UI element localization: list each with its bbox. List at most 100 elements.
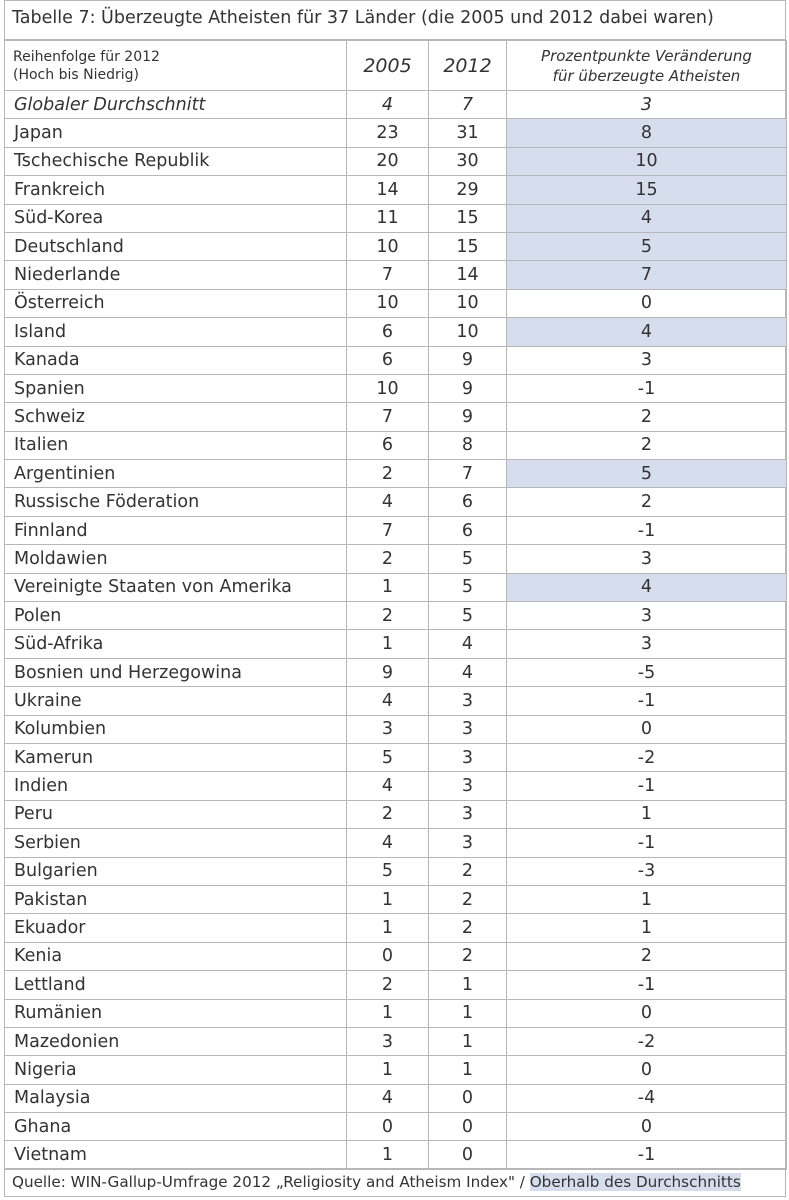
value-2005: 10: [346, 288, 429, 319]
table-row: Pakistan 1 2 1: [4, 884, 787, 915]
table-row: Serbien 4 3 -1: [4, 828, 787, 858]
table-row: Peru 2 3 1: [4, 799, 787, 830]
value-2012: 3: [428, 742, 507, 773]
country-name: Kamerun: [4, 742, 347, 773]
value-2005: 1: [346, 572, 429, 603]
value-2012: 30: [428, 146, 507, 177]
value-2012: 5: [428, 572, 507, 603]
country-name: Ekuador: [4, 913, 347, 943]
country-name: Schweiz: [4, 402, 347, 432]
value-2005: 2: [346, 544, 429, 574]
value-2012: 1: [428, 998, 507, 1028]
value-2012: 15: [428, 231, 507, 262]
table-row: Spanien 10 9 -1: [4, 373, 787, 404]
value-2012: 6: [428, 515, 507, 546]
value-2005: 5: [346, 742, 429, 773]
value-2012: 15: [428, 203, 507, 233]
table-row: Mazedonien 3 1 -2: [4, 1026, 787, 1057]
value-2012: 31: [428, 118, 507, 148]
change-value: 4: [506, 317, 787, 347]
country-name: Frankreich: [4, 175, 347, 205]
value-2005: 2: [346, 799, 429, 830]
value-2012: 5: [428, 544, 507, 574]
country-name: Peru: [4, 799, 347, 830]
legend-above-average: Oberhalb des Durchschnitts: [529, 1173, 741, 1191]
change-value: 3: [506, 601, 787, 631]
country-name: Japan: [4, 118, 347, 148]
header-change-line2: für überzeugte Atheisten: [552, 66, 741, 85]
value-2005: 6: [346, 345, 429, 375]
value-2012: 2: [428, 941, 507, 972]
value-2012: 10: [428, 288, 507, 319]
value-2012: 1: [428, 970, 507, 1000]
average-change: 3: [506, 89, 787, 120]
value-2005: 2: [346, 601, 429, 631]
value-2012: 9: [428, 402, 507, 432]
country-name: Rumänien: [4, 998, 347, 1028]
value-2005: 3: [346, 714, 429, 744]
change-value: 1: [506, 884, 787, 915]
value-2005: 9: [346, 657, 429, 688]
value-2012: 29: [428, 175, 507, 205]
header-2012: 2012: [428, 40, 507, 91]
value-2012: 3: [428, 714, 507, 744]
value-2012: 9: [428, 373, 507, 404]
header-change-line1: Prozentpunkte Veränderung: [541, 46, 752, 65]
country-name: Spanien: [4, 373, 347, 404]
change-value: -1: [506, 828, 787, 858]
change-value: -2: [506, 1026, 787, 1057]
change-value: 0: [506, 1055, 787, 1085]
change-value: 3: [506, 345, 787, 375]
change-value: -1: [506, 686, 787, 716]
country-name: Süd-Korea: [4, 203, 347, 233]
value-2005: 4: [346, 1083, 429, 1114]
change-value: 10: [506, 146, 787, 177]
change-value: -4: [506, 1083, 787, 1114]
change-value: -1: [506, 515, 787, 546]
average-name: Globaler Durchschnitt: [4, 89, 347, 120]
average-2012: 7: [428, 89, 507, 120]
table-row: Süd-Korea 11 15 4: [4, 203, 787, 233]
change-value: -5: [506, 657, 787, 688]
value-2012: 3: [428, 799, 507, 830]
table-row: Finnland 7 6 -1: [4, 515, 787, 546]
country-name: Argentinien: [4, 459, 347, 489]
value-2005: 5: [346, 856, 429, 886]
value-2005: 11: [346, 203, 429, 233]
value-2005: 4: [346, 487, 429, 517]
value-2005: 6: [346, 430, 429, 461]
value-2005: 10: [346, 231, 429, 262]
table-row: Bosnien und Herzegowina 9 4 -5: [4, 657, 787, 688]
country-name: Malaysia: [4, 1083, 347, 1114]
table-row: Russische Föderation 4 6 2: [4, 487, 787, 517]
value-2012: 4: [428, 657, 507, 688]
country-name: Island: [4, 317, 347, 347]
value-2012: 9: [428, 345, 507, 375]
country-name: Kanada: [4, 345, 347, 375]
country-name: Kolumbien: [4, 714, 347, 744]
value-2005: 7: [346, 402, 429, 432]
table-row: Österreich 10 10 0: [4, 288, 787, 319]
country-name: Vietnam: [4, 1140, 347, 1170]
table-row: Nigeria 1 1 0: [4, 1055, 787, 1085]
change-value: -3: [506, 856, 787, 886]
country-name: Pakistan: [4, 884, 347, 915]
change-value: -1: [506, 771, 787, 801]
value-2005: 14: [346, 175, 429, 205]
table-row: Argentinien 2 7 5: [4, 459, 787, 489]
country-name: Tschechische Republik: [4, 146, 347, 177]
value-2005: 6: [346, 317, 429, 347]
country-name: Kenia: [4, 941, 347, 972]
value-2012: 1: [428, 1055, 507, 1085]
value-2005: 3: [346, 1026, 429, 1057]
atheists-table: Reihenfolge für 2012 (Hoch bis Niedrig) …: [4, 40, 787, 1170]
header-row: Reihenfolge für 2012 (Hoch bis Niedrig) …: [4, 40, 787, 91]
value-2005: 20: [346, 146, 429, 177]
value-2012: 0: [428, 1112, 507, 1142]
table-row: Japan 23 31 8: [4, 118, 787, 148]
table-row: Malaysia 4 0 -4: [4, 1083, 787, 1114]
country-name: Finnland: [4, 515, 347, 546]
country-name: Lettland: [4, 970, 347, 1000]
change-value: -1: [506, 970, 787, 1000]
value-2012: 5: [428, 601, 507, 631]
